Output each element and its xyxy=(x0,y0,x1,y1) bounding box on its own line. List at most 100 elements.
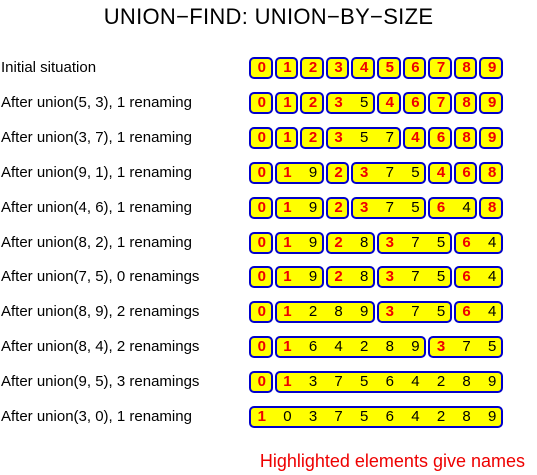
set-name-element: 2 xyxy=(308,59,318,76)
set-name-element: 0 xyxy=(257,373,266,391)
set-group: 0 xyxy=(249,301,273,324)
set-name-element: 2 xyxy=(334,163,343,181)
set-name-element: 6 xyxy=(462,163,471,181)
set-name-element: 1 xyxy=(257,408,266,425)
set-element: 5 xyxy=(411,163,420,181)
set-element: 8 xyxy=(462,408,471,425)
set-group: 9 xyxy=(479,57,503,79)
set-element: 9 xyxy=(360,303,369,321)
set-name-element: 6 xyxy=(462,303,471,321)
row-label: After union(8, 9), 2 renamings xyxy=(1,303,200,321)
set-element: 5 xyxy=(360,93,369,111)
set-group: 0 xyxy=(249,196,273,219)
set-group: 1 xyxy=(274,57,299,79)
diagram-title: UNION−FIND: UNION−BY−SIZE xyxy=(103,4,434,29)
set-group: 8 xyxy=(453,126,478,149)
set-group: 9 xyxy=(479,126,503,149)
set-name-element: 1 xyxy=(283,93,292,111)
set-name-element: 3 xyxy=(360,163,369,181)
set-group: 2 xyxy=(300,91,324,114)
set-name-element: 3 xyxy=(360,198,369,216)
set-element: 8 xyxy=(360,268,369,286)
set-group: 4 xyxy=(377,91,401,114)
set-group: 0 xyxy=(249,57,273,79)
set-name-element: 1 xyxy=(283,373,292,391)
set-group: 7 xyxy=(428,91,452,114)
set-group: 4 xyxy=(351,57,375,79)
set-group: 8 xyxy=(453,57,478,79)
set-name-element: 0 xyxy=(257,59,266,76)
set-element: 8 xyxy=(385,338,394,356)
row-label: After union(4, 6), 1 renaming xyxy=(1,198,192,216)
set-element: 6 xyxy=(308,338,318,356)
set-group: 0 xyxy=(249,231,273,254)
set-name-element: 3 xyxy=(436,338,446,356)
set-element: 5 xyxy=(436,268,446,286)
set-name-element: 3 xyxy=(385,233,394,251)
set-group: 0 xyxy=(249,266,273,289)
set-name-element: 6 xyxy=(411,93,420,111)
set-group: 0 xyxy=(249,126,273,149)
set-element: 4 xyxy=(462,198,471,216)
set-element: 2 xyxy=(436,408,446,425)
set-name-element: 1 xyxy=(283,303,292,321)
set-name-element: 4 xyxy=(436,163,446,181)
set-element: 2 xyxy=(308,303,318,321)
set-name-element: 1 xyxy=(283,268,292,286)
set-group: 5 xyxy=(377,57,401,79)
set-element: 2 xyxy=(360,338,369,356)
set-name-element: 5 xyxy=(385,59,394,76)
set-name-element: 1 xyxy=(283,338,292,356)
row-label: After union(9, 1), 1 renaming xyxy=(1,163,192,181)
set-group: 0 xyxy=(249,161,273,184)
set-group: 2 xyxy=(300,57,324,79)
set-element: 9 xyxy=(488,373,497,391)
set-group: 8 xyxy=(479,161,503,184)
row-label: After union(5, 3), 1 renaming xyxy=(1,93,192,111)
set-group: 0 xyxy=(249,91,273,114)
set-name-element: 0 xyxy=(257,128,266,146)
row-label: After union(3, 7), 1 renaming xyxy=(1,128,192,146)
set-name-element: 8 xyxy=(462,59,471,76)
set-element: 9 xyxy=(308,268,318,286)
set-name-element: 1 xyxy=(283,163,292,181)
set-element: 7 xyxy=(462,338,471,356)
set-group: 4 xyxy=(402,126,427,149)
set-name-element: 4 xyxy=(411,128,420,146)
set-element: 4 xyxy=(488,233,497,251)
set-group: 6 xyxy=(402,91,427,114)
row-label: After union(8, 2), 1 renaming xyxy=(1,233,192,251)
set-element: 4 xyxy=(488,268,497,286)
set-group: 2 xyxy=(325,161,350,184)
set-element: 4 xyxy=(488,303,497,321)
set-group: 8 xyxy=(453,91,478,114)
set-element: 3 xyxy=(308,373,318,391)
set-name-element: 6 xyxy=(411,59,420,76)
row-label: Initial situation xyxy=(1,59,97,76)
set-group: 6 xyxy=(402,57,427,79)
set-name-element: 3 xyxy=(334,93,343,111)
set-element: 5 xyxy=(360,408,369,425)
set-group: 4 xyxy=(428,161,452,184)
set-element: 5 xyxy=(411,198,420,216)
set-name-element: 8 xyxy=(462,93,471,111)
set-group: 8 xyxy=(479,196,503,219)
legend-note: Highlighted elements give names xyxy=(259,451,525,471)
set-element: 8 xyxy=(462,373,471,391)
set-element: 2 xyxy=(436,373,446,391)
set-element: 9 xyxy=(488,408,497,425)
set-element: 7 xyxy=(411,268,420,286)
